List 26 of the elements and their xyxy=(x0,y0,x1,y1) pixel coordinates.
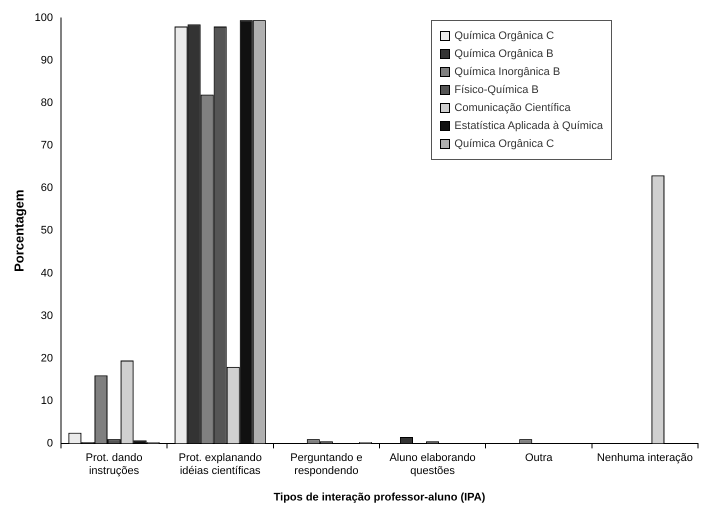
y-tick-label: 30 xyxy=(40,310,53,322)
y-axis-title: Porcentagem xyxy=(11,190,26,272)
x-tick-label: Aluno elaborando questões xyxy=(389,452,476,478)
y-tick-label: 60 xyxy=(40,182,53,194)
x-tick-label: Prot. explanando idéias científicas xyxy=(178,452,262,478)
x-tick-label: Nenhuma interação xyxy=(596,452,693,464)
legend-label: Química Orgânica B xyxy=(454,48,554,60)
legend-label: Química Orgânica C xyxy=(454,138,554,150)
legend-label: Físico-Química B xyxy=(454,84,539,96)
y-tick-label: 70 xyxy=(40,140,53,152)
x-tick-label: Prot. dando instruções xyxy=(86,452,142,478)
x-tick-label: Perguntando e respondendo xyxy=(290,452,362,478)
legend-label: Estatística Aplicada à Química xyxy=(454,120,603,132)
y-tick-label: 20 xyxy=(40,352,53,364)
y-tick-label: 50 xyxy=(40,224,53,237)
legend-label: Comunicação Científica xyxy=(454,102,571,114)
y-tick-label: 10 xyxy=(40,394,53,407)
x-axis-title: Tipos de interação professor-aluno (IPA) xyxy=(274,491,486,504)
x-tick-label: Outra xyxy=(524,452,554,464)
legend-label: Química Inorgânica B xyxy=(454,66,560,78)
y-tick-label: 40 xyxy=(40,267,53,280)
y-tick-label: 100 xyxy=(34,12,53,24)
legend-label: Química Orgânica C xyxy=(454,30,554,42)
y-tick-label: 0 xyxy=(46,437,53,450)
y-tick-label: 90 xyxy=(40,54,53,67)
y-tick-label: 80 xyxy=(40,97,53,110)
